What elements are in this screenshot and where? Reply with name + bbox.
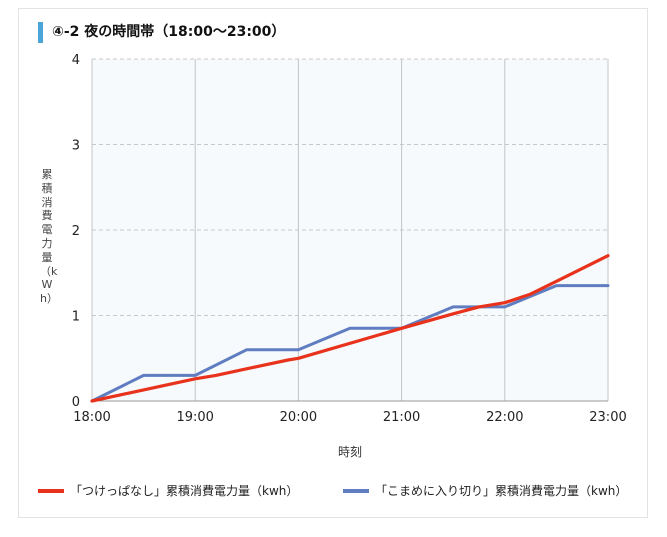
x-tick-label: 20:00 [280, 410, 317, 425]
legend-item-right: 「こまめに入り切り」累積消費電力量（kwh） [343, 482, 627, 499]
chart-title: ④-2 夜の時間帯（18:00〜23:00） [52, 24, 286, 40]
x-tick-label: 21:00 [383, 410, 420, 425]
series-line-blue [90, 284, 610, 403]
legend-swatch-blue [343, 488, 369, 493]
x-tick-label: 18:00 [73, 410, 110, 425]
y-tick-label: 3 [72, 139, 80, 154]
legend-item-left: 「つけっぱなし」累積消費電力量（kwh） [38, 482, 298, 499]
x-tick-label: 22:00 [486, 410, 523, 425]
series-line-red [90, 254, 610, 403]
x-tick-label: 19:00 [176, 410, 213, 425]
x-axis-title: 時刻 [338, 445, 362, 459]
legend-label-blue: 「こまめに入り切り」累積消費電力量（kwh） [375, 484, 628, 498]
y-axis-title: 累積消費電力量（kWh） [40, 168, 58, 306]
y-tick-label: 0 [72, 395, 80, 410]
y-tick-label: 4 [72, 53, 80, 68]
legend-label-red: 「つけっぱなし」累積消費電力量（kwh） [70, 484, 299, 498]
y-tick-label: 1 [72, 310, 80, 325]
title-accent-bar [38, 22, 43, 43]
x-tick-label: 23:00 [589, 410, 626, 425]
legend-swatch-red [38, 488, 64, 493]
y-tick-label: 2 [72, 224, 80, 239]
